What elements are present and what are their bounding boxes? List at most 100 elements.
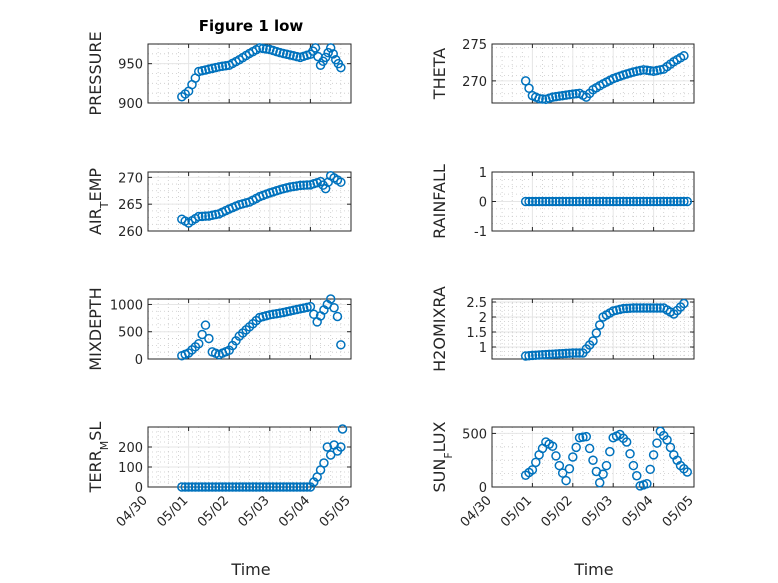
y-axis-label: H2OMIXRA <box>430 286 449 372</box>
y-tick-label: 900 <box>118 97 143 112</box>
data-point <box>336 62 346 73</box>
data-point <box>547 349 558 359</box>
data-point <box>323 47 333 58</box>
data-point <box>665 442 676 453</box>
data-point <box>194 211 204 222</box>
data-point <box>190 482 201 492</box>
data-point <box>531 196 541 207</box>
data-point <box>520 351 531 361</box>
data-point <box>197 211 207 222</box>
data-point <box>551 349 561 359</box>
data-point <box>625 196 635 207</box>
data-point <box>310 43 321 53</box>
x-tick-label: 04/30 <box>114 493 151 530</box>
data-point <box>642 196 652 207</box>
x-tick-label: 04/30 <box>458 493 495 530</box>
data-point <box>214 482 224 492</box>
data-point <box>320 52 331 63</box>
data-point <box>584 443 595 454</box>
data-point <box>285 182 295 192</box>
y-tick-label: 0 <box>479 481 487 496</box>
data-point <box>268 309 278 320</box>
data-point <box>578 196 588 207</box>
data-point <box>584 196 595 207</box>
data-point <box>601 196 612 207</box>
y-axis-label: THETA <box>430 48 449 100</box>
data-point <box>302 482 312 492</box>
data-point <box>648 303 659 313</box>
data-point <box>534 196 544 207</box>
data-point <box>551 196 561 207</box>
data-point <box>221 482 231 492</box>
data-point <box>281 482 292 492</box>
data-point <box>227 482 238 492</box>
data-point <box>635 303 645 313</box>
data-point <box>557 348 568 359</box>
data-point <box>557 90 568 101</box>
data-point <box>648 196 659 207</box>
data-point <box>682 196 693 207</box>
data-point <box>197 329 207 340</box>
data-point <box>571 89 581 99</box>
y-tick-label: 270 <box>118 171 143 186</box>
data-point <box>194 338 204 349</box>
data-point <box>655 196 666 207</box>
x-tick-label: 05/05 <box>660 493 697 530</box>
data-point <box>258 482 268 492</box>
data-point <box>679 51 689 61</box>
data-point <box>551 451 561 461</box>
data-point <box>578 432 588 442</box>
data-point <box>611 196 622 207</box>
y-axis-label: RAINFALL <box>430 164 449 239</box>
data-point <box>581 196 592 207</box>
y-tick-label: 0 <box>135 353 143 368</box>
data-point <box>561 90 571 100</box>
data-point <box>568 89 578 99</box>
axes-box <box>491 298 695 360</box>
y-tick-label: 500 <box>118 326 143 341</box>
data-point <box>652 438 662 448</box>
data-point <box>568 348 578 358</box>
data-point <box>608 196 618 207</box>
data-point <box>551 91 561 102</box>
data-point <box>561 348 571 359</box>
data-point <box>248 482 258 492</box>
data-point <box>571 348 581 358</box>
data-point <box>322 442 333 452</box>
data-point <box>237 482 248 492</box>
data-point <box>672 196 682 207</box>
data-point <box>241 482 251 492</box>
data-point <box>337 424 348 434</box>
subplot-mixdepth: 0 500 1000 MIXDEPTH <box>86 287 352 371</box>
data-point <box>214 62 224 72</box>
y-tick-label: -1 <box>474 225 487 240</box>
data-point <box>527 196 538 207</box>
data-point <box>302 180 312 190</box>
data-point <box>588 196 598 207</box>
y-tick-label: 950 <box>118 58 143 73</box>
data-point <box>594 477 605 488</box>
axes-box <box>491 43 695 104</box>
data-point <box>336 177 346 187</box>
data-point <box>554 196 565 207</box>
data-point <box>628 303 639 313</box>
data-point <box>682 467 693 477</box>
data-point <box>200 320 211 330</box>
data-point <box>632 471 642 481</box>
data-point <box>568 452 578 462</box>
data-point <box>544 349 554 360</box>
y-tick-label: 2.5 <box>466 296 487 311</box>
axes-box <box>147 298 352 360</box>
data-point <box>217 61 228 72</box>
x-tick-label: 05/01 <box>498 493 535 530</box>
data-point <box>547 196 558 207</box>
data-point <box>561 196 571 207</box>
data-point <box>295 180 305 191</box>
data-point <box>669 196 679 207</box>
x-tick-label: 05/01 <box>154 493 191 530</box>
data-point <box>665 196 676 207</box>
data-point <box>265 310 275 320</box>
data-point <box>210 482 221 492</box>
data-point <box>200 211 211 221</box>
